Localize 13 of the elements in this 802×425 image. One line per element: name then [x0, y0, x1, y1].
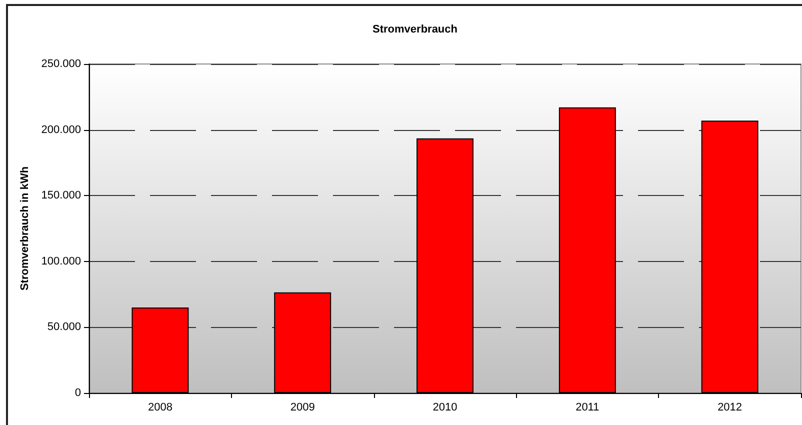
chart-title: Stromverbrauch — [372, 24, 458, 36]
x-tick-label: 2011 — [576, 402, 600, 414]
y-tick-label: 150.000 — [41, 190, 81, 202]
x-tick-label: 2010 — [432, 402, 458, 414]
x-tick-label: 2008 — [148, 402, 172, 414]
y-axis-title: Stromverbrauch in kWh — [18, 166, 31, 291]
y-tick-label: 200.000 — [41, 124, 81, 136]
x-tick-label: 2012 — [718, 402, 742, 414]
y-tick-label: 50.000 — [47, 321, 81, 334]
y-tick-label: 0 — [74, 387, 81, 399]
x-tick-label: 2009 — [290, 402, 315, 414]
y-tick-label: 100.000 — [41, 255, 81, 268]
y-tick-label: 250.000 — [41, 58, 81, 70]
